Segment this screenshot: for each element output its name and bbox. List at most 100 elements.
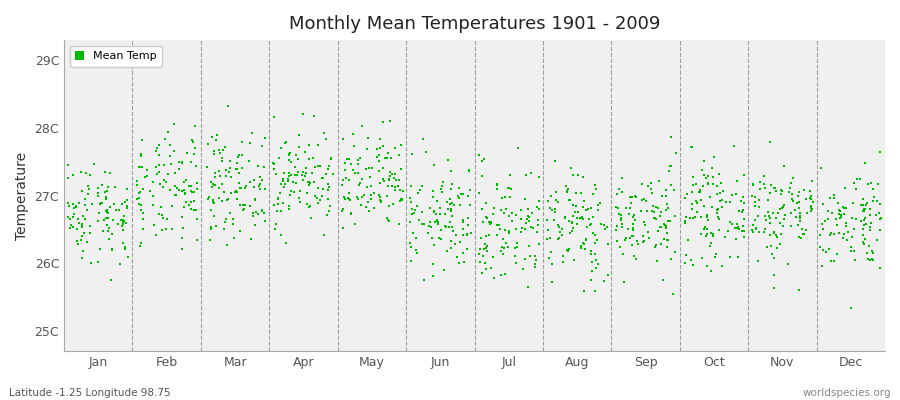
- Point: [608, 227, 623, 234]
- Point: [455, 232, 470, 238]
- Point: [76, 224, 90, 230]
- Point: [292, 144, 306, 150]
- Point: [201, 164, 215, 170]
- Point: [680, 236, 695, 243]
- Point: [71, 241, 86, 247]
- Point: [490, 181, 504, 188]
- Point: [857, 206, 871, 212]
- Point: [443, 201, 457, 207]
- Point: [648, 214, 662, 221]
- Point: [351, 196, 365, 202]
- Point: [309, 193, 323, 200]
- Point: [610, 205, 625, 212]
- Point: [440, 157, 454, 164]
- Point: [870, 198, 885, 204]
- Point: [356, 192, 371, 199]
- Point: [569, 190, 583, 196]
- Point: [94, 182, 109, 188]
- Point: [544, 192, 559, 199]
- Point: [684, 257, 698, 264]
- Point: [626, 221, 640, 227]
- Point: [781, 261, 796, 267]
- Point: [525, 210, 539, 216]
- Point: [659, 192, 673, 199]
- Point: [454, 190, 468, 197]
- Point: [499, 271, 513, 277]
- Point: [635, 181, 650, 187]
- Point: [484, 218, 499, 225]
- Point: [310, 194, 324, 201]
- Point: [274, 145, 288, 151]
- Point: [706, 181, 721, 187]
- Point: [72, 220, 86, 226]
- Point: [274, 181, 288, 188]
- Point: [853, 176, 868, 182]
- Point: [95, 200, 110, 206]
- Point: [770, 214, 784, 221]
- Point: [514, 229, 528, 236]
- Point: [220, 166, 234, 173]
- Point: [626, 212, 641, 218]
- Point: [714, 190, 728, 197]
- Point: [392, 177, 406, 184]
- Point: [234, 184, 248, 191]
- Point: [306, 113, 320, 119]
- Point: [748, 217, 762, 224]
- Point: [112, 206, 126, 213]
- Point: [100, 209, 114, 216]
- Point: [417, 220, 431, 227]
- Point: [796, 187, 811, 194]
- Point: [612, 186, 626, 192]
- Point: [134, 150, 148, 157]
- Point: [206, 148, 220, 154]
- Point: [814, 165, 828, 172]
- Point: [80, 239, 94, 245]
- Point: [573, 243, 588, 249]
- Point: [636, 233, 651, 239]
- Point: [136, 210, 150, 216]
- Point: [706, 232, 720, 239]
- Point: [748, 199, 762, 205]
- Point: [522, 214, 536, 221]
- Point: [392, 220, 406, 227]
- Point: [235, 139, 249, 145]
- Point: [816, 225, 831, 232]
- Point: [184, 198, 198, 205]
- Point: [322, 163, 337, 169]
- Point: [432, 211, 446, 217]
- Point: [790, 222, 805, 228]
- Point: [445, 180, 459, 187]
- Point: [845, 215, 859, 222]
- Point: [866, 186, 880, 192]
- Point: [814, 221, 829, 227]
- Point: [460, 230, 474, 237]
- Point: [91, 218, 105, 224]
- Point: [760, 209, 775, 216]
- Point: [833, 208, 848, 214]
- Point: [634, 208, 648, 214]
- Point: [320, 212, 334, 218]
- Point: [138, 174, 152, 180]
- Point: [736, 200, 751, 206]
- Point: [770, 245, 785, 251]
- Point: [772, 219, 787, 226]
- Point: [98, 169, 112, 175]
- Point: [597, 278, 611, 284]
- Point: [585, 230, 599, 236]
- Point: [763, 220, 778, 226]
- Point: [214, 180, 229, 187]
- Point: [646, 208, 661, 215]
- Point: [472, 250, 486, 257]
- Point: [862, 257, 877, 264]
- Point: [615, 188, 629, 195]
- Point: [422, 219, 436, 225]
- Point: [81, 183, 95, 189]
- Point: [519, 216, 534, 222]
- Point: [737, 216, 751, 222]
- Point: [734, 198, 749, 204]
- Point: [449, 232, 464, 238]
- Point: [160, 216, 175, 223]
- Point: [515, 225, 529, 231]
- Point: [732, 208, 746, 214]
- Point: [614, 217, 628, 223]
